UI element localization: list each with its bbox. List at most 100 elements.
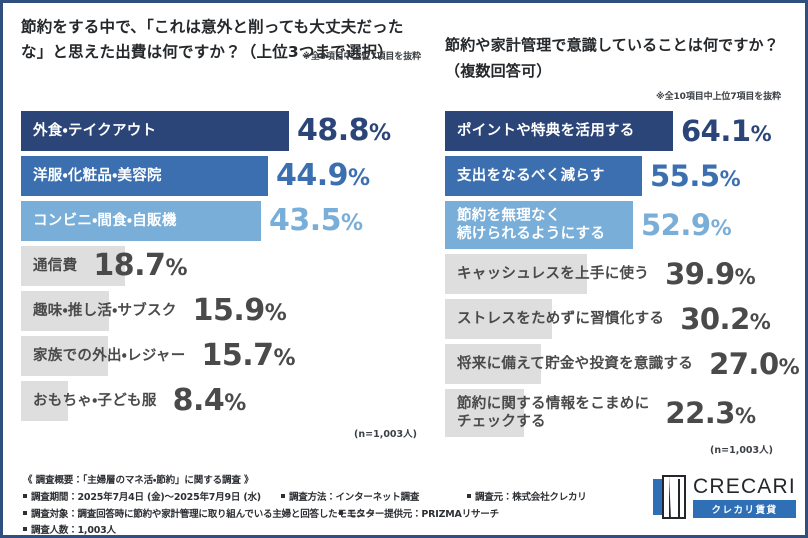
bar-label-group: キャッシュレスを上手に使う 39.9% [445,254,756,294]
left-bar-list: 外食・テイクアウト 48.8% 洋服・化粧品・美容院 44.9% コンビニ・間食・自販機… [21,111,425,421]
bar-label: 支出をなるべく減らす [457,167,605,184]
right-sample-size: (n=1,003人) [710,445,773,456]
bar-value: 15.9% [192,293,287,328]
left-heading-block: 節約をする中で、「これは意外と削っても大丈夫だったな」と思えた出費は何ですか？（… [21,15,425,111]
survey-period: 調査期間：2025年7月4日 (金)～2025年7月9日 (水) [23,489,281,503]
bullet-icon [339,510,343,515]
bar-value: 30.2% [680,301,771,336]
bar-fill: 洋服・化粧品・美容院 [21,156,268,196]
bar-label: ストレスをためずに習慣化する [457,310,665,327]
logo-banner: クレカリ賃貸 [693,499,796,519]
bar-value: 15.7% [201,338,296,373]
bar-value: 52.9% [641,207,732,242]
bar-fill [21,291,109,331]
survey-count-label: 調査人数：1,003人 [31,525,116,536]
left-question-note: ※全8項目中上位7項目を抜粋 [302,52,421,63]
bar-row: おもちゃ・子ども服 8.4% [21,381,425,421]
bullet-icon [23,527,27,531]
bar-fill [445,389,524,437]
bar-fill [21,246,125,286]
survey-method: 調査方法：インターネット調査 [281,489,467,503]
bar-value: 48.8% [297,113,391,148]
bullet-icon [467,494,471,498]
bar-label: 趣味・推し活・サブスク [33,302,177,319]
bar-label: キャッシュレスを上手に使う [457,265,650,282]
left-chart-column: 節約をする中で、「これは意外と削っても大丈夫だったな」と思えた出費は何ですか？（… [21,15,435,463]
door-icon [653,474,687,519]
bar-value: 43.5% [269,203,363,238]
bar-row: 節約を無理なく 続けられるようにする 52.9% [445,201,787,249]
survey-method-label: 調査方法：インターネット調査 [289,492,420,503]
left-sample-size: (n=1,003人) [354,429,417,440]
right-chart-column: 節約や家計管理で意識していることは何ですか？（複数回答可） ※全10項目中上位7… [435,15,800,463]
bar-label-group: ストレスをためずに習慣化する 30.2% [445,299,771,339]
crecari-logo: CRECARI クレカリ賃貸 [653,469,796,519]
bar-value: 22.3% [665,395,756,430]
bar-label-group: 節約に関する情報をこまめに チェックする 22.3% [445,389,756,437]
right-question-note: ※全10項目中上位7項目を抜粋 [655,91,781,102]
bar-fill [445,344,541,384]
logo-wordmark: CRECARI [693,474,796,498]
bar-row: 家族での外出・レジャー 15.7% [21,336,425,376]
charts-container: 節約をする中で、「これは意外と削っても大丈夫だったな」と思えた出費は何ですか？（… [3,3,805,463]
bar-row: 外食・テイクアウト 48.8% [21,111,425,151]
bar-value: 8.4% [172,383,247,418]
bar-fill: ポイントや特典を活用する [445,111,673,151]
door-slab-shape [653,479,662,515]
bar-value: 55.5% [650,158,741,193]
bar-label-group: 通信費 18.7% [21,246,187,286]
bullet-icon [23,510,27,515]
bar-row: ポイントや特典を活用する 64.1% [445,111,787,151]
bar-label: 通信費 [33,257,78,274]
bar-label: 節約に関する情報をこまめに チェックする [457,395,650,430]
bar-row: 将来に備えて貯金や投資を意識する 27.0% [445,344,800,384]
right-question-title: 節約や家計管理で意識していることは何ですか？（複数回答可） [445,36,779,80]
bar-fill: 外食・テイクアウト [21,111,289,151]
bar-row: 支出をなるべく減らす 55.5% [445,156,787,196]
bar-fill: 支出をなるべく減らす [445,156,642,196]
bar-fill [445,254,587,294]
bar-value: 18.7% [93,248,187,283]
bullet-icon [281,494,285,498]
survey-line-3: 調査人数：1,003人 [23,522,653,536]
bar-row: 通信費 18.7% [21,246,425,286]
bar-row: 趣味・推し活・サブスク 15.9% [21,291,425,331]
bar-label: おもちゃ・子ども服 [33,392,157,409]
bar-label-group: 趣味・推し活・サブスク 15.9% [21,291,287,331]
survey-period-label: 調査期間：2025年7月4日 (金)～2025年7月9日 (水) [31,492,261,503]
bar-label: 外食・テイクアウト [33,122,157,139]
logo-text-group: CRECARI クレカリ賃貸 [687,476,796,519]
bar-row: 洋服・化粧品・美容院 44.9% [21,156,425,196]
bar-value: 39.9% [665,256,756,291]
survey-monitor-provider: モニター提供元：PRIZMAリサーチ [339,506,499,520]
bar-label: 節約を無理なく 続けられるようにする [457,207,606,242]
bar-value: 44.9% [276,158,370,193]
door-panel-shape [678,479,694,519]
survey-count: 調査人数：1,003人 [23,522,116,536]
bar-value: 64.1% [681,113,772,148]
survey-source-label: 調査元：株式会社クレカリ [475,492,587,503]
bar-value: 27.0% [709,346,800,381]
left-question-title: 節約をする中で、「これは意外と削っても大丈夫だったな」と思えた出費は何ですか？（… [21,18,404,62]
bar-row: 節約に関する情報をこまめに チェックする 22.3% [445,389,787,437]
bar-row: コンビニ・間食・自販機 43.5% [21,201,425,241]
survey-monitor-label: モニター提供元：PRIZMAリサーチ [347,508,499,520]
right-heading-block: 節約や家計管理で意識していることは何ですか？（複数回答可） ※全10項目中上位7… [445,15,787,111]
bar-fill [445,299,552,339]
bar-fill [21,381,68,421]
survey-target: 調査対象：調査回答時に節約や家計管理に取り組んでいる主婦と回答したモニター [23,506,375,520]
bar-label-group: 家族での外出・レジャー 15.7% [21,336,296,376]
survey-line-2: 調査対象：調査回答時に節約や家計管理に取り組んでいる主婦と回答したモニター モニ… [23,506,653,520]
bar-label-group: おもちゃ・子ども服 8.4% [21,381,246,421]
survey-target-label: 調査対象：調査回答時に節約や家計管理に取り組んでいる主婦と回答したモニター [31,508,375,520]
bar-label: 将来に備えて貯金や投資を意識する [457,355,694,372]
right-bar-list: ポイントや特典を活用する 64.1% 支出をなるべく減らす 55.5% 節約を無理なく続… [445,111,800,437]
bar-fill: 節約を無理なく 続けられるようにする [445,201,633,249]
door-frame-shape [662,474,686,519]
bar-label: コンビニ・間食・自販機 [33,212,177,229]
survey-footer: 《 調査概要：「主婦層のマネ活・節約」に関する調査 》 調査期間：2025年7月… [3,463,805,535]
bar-fill: コンビニ・間食・自販機 [21,201,261,241]
bar-fill [21,336,108,376]
bar-label: 洋服・化粧品・美容院 [33,167,162,184]
